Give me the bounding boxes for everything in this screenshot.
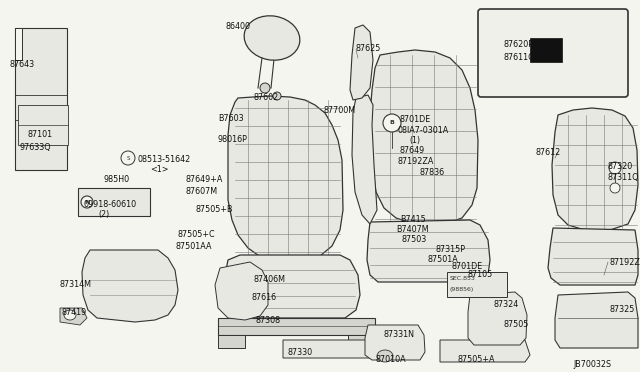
Text: 8701DE: 8701DE [400,115,431,124]
Text: S: S [126,155,130,160]
Ellipse shape [383,114,401,132]
Text: 87105: 87105 [468,270,493,279]
Polygon shape [370,50,478,224]
Bar [78,188,150,216]
Ellipse shape [121,151,135,165]
Text: (1): (1) [409,136,420,145]
Ellipse shape [273,92,281,100]
Text: 8701DE: 8701DE [452,262,483,271]
Polygon shape [552,108,638,230]
Text: (2): (2) [98,210,109,219]
Text: 985H0: 985H0 [103,175,129,184]
Bar [530,38,562,62]
Text: 87308: 87308 [256,316,281,325]
Polygon shape [215,262,268,320]
Text: 09918-60610: 09918-60610 [83,200,136,209]
Ellipse shape [81,196,93,208]
Polygon shape [15,28,67,170]
Ellipse shape [64,310,76,320]
Text: B7407M: B7407M [396,225,429,234]
Text: B7603: B7603 [218,114,244,123]
Text: 87192Z: 87192Z [609,258,640,267]
Ellipse shape [609,162,621,174]
Polygon shape [548,228,638,285]
Polygon shape [18,105,68,145]
Text: 87314M: 87314M [60,280,92,289]
Text: 87501A: 87501A [428,255,459,264]
Text: 08IA7-0301A: 08IA7-0301A [397,126,448,135]
Text: 86400: 86400 [225,22,250,31]
Text: 87649+A: 87649+A [185,175,222,184]
Text: 87616: 87616 [252,293,277,302]
Text: 87836: 87836 [420,168,445,177]
Polygon shape [350,25,373,100]
Text: 87700M: 87700M [323,106,355,115]
Ellipse shape [244,16,300,60]
Text: 87419: 87419 [62,308,87,317]
Text: B: B [390,121,394,125]
Text: 87330: 87330 [287,348,312,357]
Text: 08513-51642: 08513-51642 [138,155,191,164]
Ellipse shape [377,350,393,362]
Text: 87602: 87602 [254,93,279,102]
Text: 87620P: 87620P [503,40,533,49]
Polygon shape [365,325,425,360]
Polygon shape [82,250,178,322]
Polygon shape [228,96,343,262]
Text: 87612: 87612 [535,148,560,157]
Text: 97633Q: 97633Q [19,143,51,152]
Polygon shape [283,340,375,358]
Polygon shape [367,220,490,282]
Text: 87101: 87101 [28,130,53,139]
Text: 87010A: 87010A [376,355,406,364]
Text: (98856): (98856) [450,286,474,292]
Text: JB70032S: JB70032S [573,360,611,369]
Text: 87505+A: 87505+A [457,355,495,364]
Text: 87649: 87649 [399,146,424,155]
Text: 87406M: 87406M [253,275,285,284]
Text: SEC.853: SEC.853 [450,276,476,282]
Text: 87625: 87625 [356,44,381,53]
Text: 87505: 87505 [503,320,529,329]
Polygon shape [468,292,527,345]
Text: 87501AA: 87501AA [176,242,212,251]
Text: 87503: 87503 [401,235,426,244]
Text: 87505+C: 87505+C [178,230,216,239]
Text: B7415: B7415 [400,215,426,224]
Text: 87311Q: 87311Q [607,173,639,182]
Text: 87315P: 87315P [436,245,466,254]
Polygon shape [224,255,360,318]
Text: 87607M: 87607M [185,187,217,196]
Polygon shape [60,308,87,325]
Polygon shape [440,340,530,362]
Text: 87320: 87320 [608,162,633,171]
FancyBboxPatch shape [478,9,628,97]
Polygon shape [218,318,375,335]
Text: 87611Q: 87611Q [503,53,534,62]
Text: <1>: <1> [150,165,168,174]
Text: 98016P: 98016P [218,135,248,144]
Polygon shape [218,335,245,348]
Polygon shape [555,292,638,348]
Text: N: N [84,199,90,205]
Text: 87325: 87325 [610,305,636,314]
Text: 87331N: 87331N [383,330,414,339]
Ellipse shape [260,83,270,93]
Text: 87643: 87643 [10,60,35,69]
Text: 87324: 87324 [494,300,519,309]
Ellipse shape [610,183,620,193]
Text: 87505+B: 87505+B [196,205,234,214]
Bar [447,272,507,297]
Polygon shape [348,335,375,348]
Polygon shape [352,95,377,224]
Text: 87192ZA: 87192ZA [397,157,433,166]
Polygon shape [15,28,22,60]
